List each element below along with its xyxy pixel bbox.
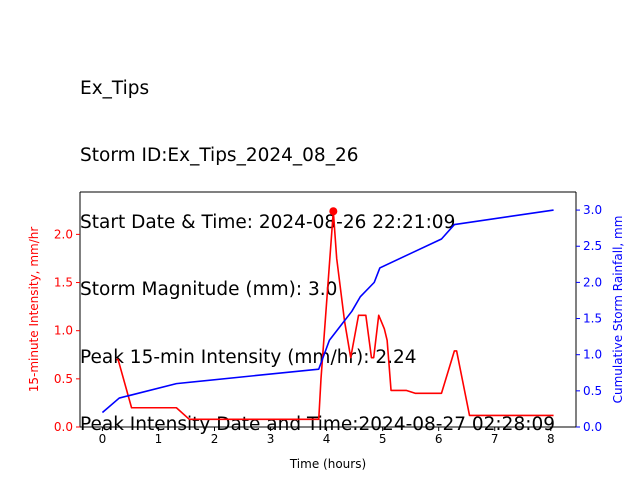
- left-y-tick-label: 0.5: [54, 372, 73, 386]
- x-axis-label: Time (hours): [289, 457, 366, 471]
- right-y-tick-label: 0.5: [583, 384, 602, 398]
- right-y-tick-label: 2.0: [583, 275, 602, 289]
- right-y-tick-label: 3.0: [583, 203, 602, 217]
- x-tick-label: 5: [379, 432, 387, 446]
- x-tick-label: 8: [547, 432, 555, 446]
- right-y-tick-label: 1.5: [583, 312, 602, 326]
- left-y-tick-label: 2.0: [54, 227, 73, 241]
- left-y-tick-label: 1.5: [54, 276, 73, 290]
- x-tick-label: 2: [211, 432, 219, 446]
- x-tick-label: 1: [155, 432, 163, 446]
- right-y-tick-label: 2.5: [583, 239, 602, 253]
- right-y-axis-label: Cumulative Storm Rainfall, mm: [611, 216, 625, 404]
- left-y-axis-label: 15-minute Intensity, mm/hr: [27, 227, 41, 393]
- x-tick-label: 3: [267, 432, 275, 446]
- left-y-tick-label: 1.0: [54, 324, 73, 338]
- x-tick-label: 0: [99, 432, 107, 446]
- chart-title-block: Ex_Tips Storm ID:Ex_Tips_2024_08_26 Star…: [80, 33, 555, 481]
- x-tick-label: 7: [491, 432, 499, 446]
- title-line-storm-id: Storm ID:Ex_Tips_2024_08_26: [80, 145, 359, 167]
- x-tick-label: 6: [435, 432, 443, 446]
- title-line-magnitude: Storm Magnitude (mm): 3.0: [80, 279, 338, 301]
- x-tick-label: 4: [323, 432, 331, 446]
- intensity-series-line: [116, 210, 554, 421]
- right-y-tick-label: 0.0: [583, 420, 602, 434]
- peak-intensity-marker: [329, 207, 338, 216]
- title-line-peak-intensity: Peak 15-min Intensity (mm/hr): 2.24: [80, 346, 417, 368]
- cumulative-series-line: [101, 209, 554, 414]
- title-line-start-time: Start Date & Time: 2024-08-26 22:21:09: [80, 212, 456, 234]
- left-y-tick-label: 0.0: [54, 420, 73, 434]
- title-line-plot-name: Ex_Tips: [80, 77, 150, 99]
- right-y-tick-label: 1.0: [583, 348, 602, 362]
